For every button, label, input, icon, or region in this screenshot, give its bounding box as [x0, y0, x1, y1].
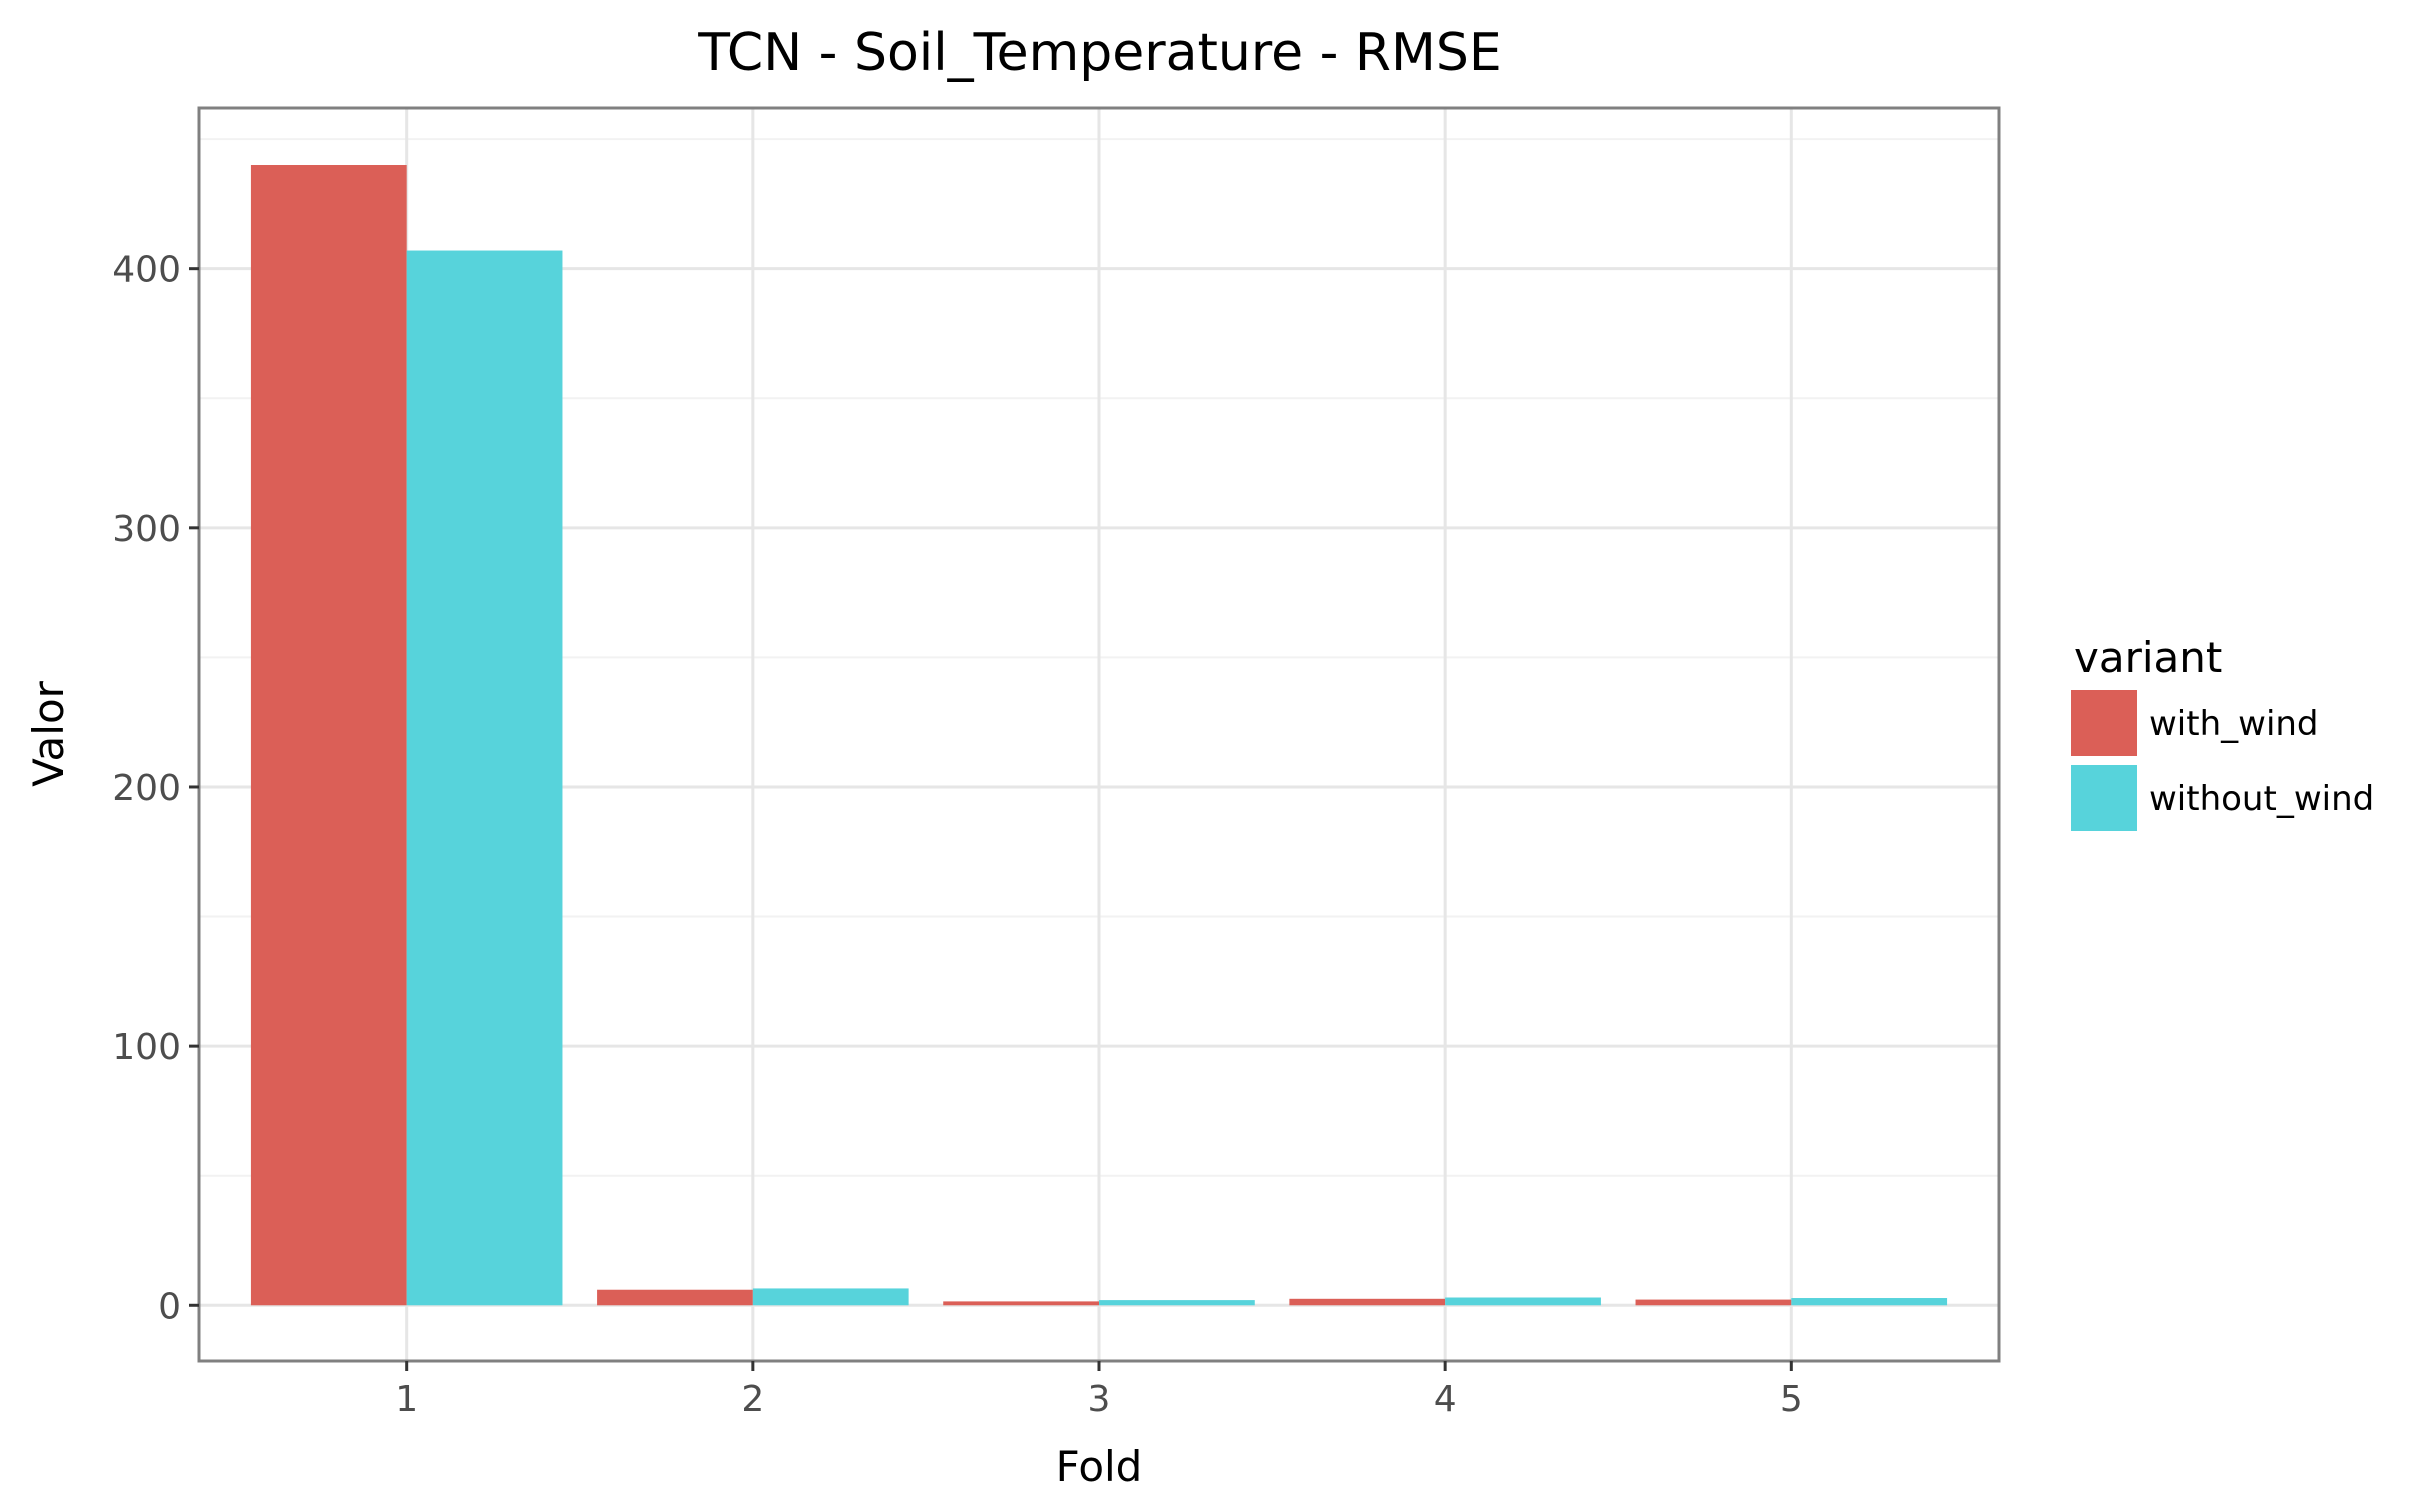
y-tick-label: 200	[112, 768, 181, 809]
bar-without_wind-fold-2	[752, 1288, 909, 1306]
legend: variant with_wind without_wind	[2071, 633, 2374, 831]
x-tick-label: 5	[1780, 1379, 1803, 1420]
x-axis: 1 2 3 4 5	[395, 1361, 1803, 1420]
bar-with_wind-fold-5	[1635, 1299, 1792, 1306]
x-tick-label: 2	[741, 1379, 764, 1420]
legend-label-with_wind: with_wind	[2149, 704, 2319, 744]
x-tick-label: 4	[1434, 1379, 1457, 1420]
bar-with_wind-fold-3	[943, 1301, 1099, 1306]
y-tick-label: 0	[158, 1286, 181, 1327]
y-axis-title: Valor	[24, 680, 73, 787]
chart-title: TCN - Soil_Temperature - RMSE	[697, 23, 1502, 83]
bar-with_wind-fold-4	[1289, 1298, 1446, 1306]
y-axis: 0 100 200 300 400	[112, 250, 199, 1327]
legend-key-without_wind	[2071, 765, 2137, 831]
x-axis-title: Fold	[1056, 1442, 1143, 1491]
legend-key-with_wind	[2071, 690, 2137, 756]
bars	[250, 165, 1948, 1306]
y-tick-label: 400	[112, 250, 181, 291]
x-tick-label: 1	[395, 1379, 418, 1420]
bar-without_wind-fold-3	[1099, 1300, 1255, 1306]
legend-label-without_wind: without_wind	[2149, 779, 2374, 819]
y-tick-label: 100	[112, 1027, 181, 1068]
bar-with_wind-fold-2	[597, 1289, 753, 1306]
x-tick-label: 3	[1088, 1379, 1111, 1420]
bar-without_wind-fold-4	[1445, 1297, 1601, 1306]
bar-without_wind-fold-1	[406, 250, 563, 1306]
bar-without_wind-fold-5	[1791, 1298, 1948, 1306]
plot-area	[197, 106, 2001, 1363]
legend-title: variant	[2074, 633, 2222, 682]
bar-with_wind-fold-1	[250, 165, 407, 1306]
y-tick-label: 300	[112, 509, 181, 550]
